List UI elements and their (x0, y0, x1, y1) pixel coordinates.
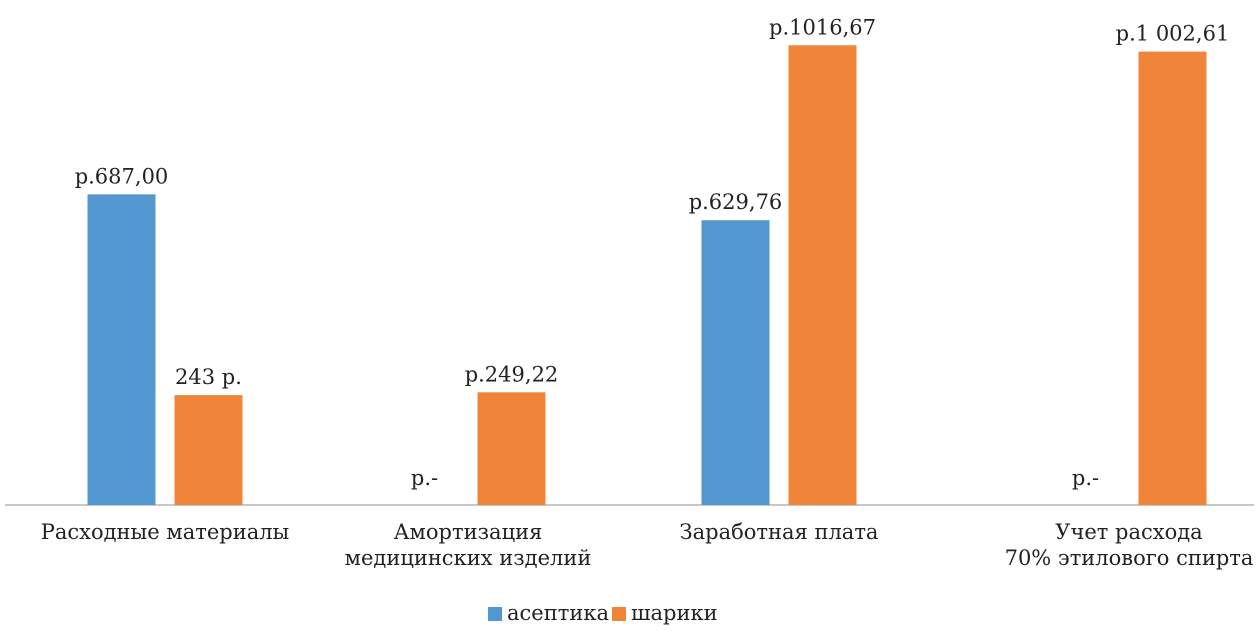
legend: асептика шарики (488, 601, 718, 625)
category-label-3-line-1: Заработная плата (680, 520, 879, 544)
data-label-асептика-4: р.- (1072, 466, 1099, 490)
category-label-4-line-1: Учет расхода (1055, 520, 1202, 544)
bar-шарики-1 (174, 395, 243, 505)
bar-шарики-2 (477, 392, 546, 505)
data-label-шарики-1: 243 р. (175, 365, 242, 389)
data-label-асептика-1: р.687,00 (75, 164, 169, 188)
data-label-шарики-2: р.249,22 (465, 362, 559, 386)
data-label-шарики-3: р.1016,67 (769, 15, 876, 39)
bars-group (87, 45, 1207, 506)
data-label-асептика-2: р.- (411, 466, 438, 490)
bar-шарики-4 (1138, 51, 1207, 506)
data-label-шарики-4: р.1 002,61 (1116, 22, 1230, 46)
category-labels-group: Расходные материалы Амортизациямедицински… (41, 520, 1254, 570)
data-labels-group: р.687,00 243 р. р.- р.249,22 р.629,76 р.1016,… (75, 15, 1230, 490)
legend-label-шарики: шарики (631, 601, 718, 625)
legend-swatch-шарики (612, 607, 626, 621)
category-label-1-line-1: Расходные материалы (41, 520, 290, 544)
data-label-асептика-3: р.629,76 (689, 190, 783, 214)
bar-шарики-3 (788, 45, 857, 505)
bar-асептика-1 (87, 194, 156, 505)
category-label-2-line-2: медицинских изделий (345, 546, 592, 570)
category-label-4-line-2: 70% этилового спирта (1005, 546, 1254, 570)
category-label-2-line-1: Амортизация (394, 520, 543, 544)
bar-асептика-3 (701, 220, 770, 505)
legend-swatch-асептика (488, 607, 502, 621)
legend-label-асептика: асептика (507, 601, 609, 625)
